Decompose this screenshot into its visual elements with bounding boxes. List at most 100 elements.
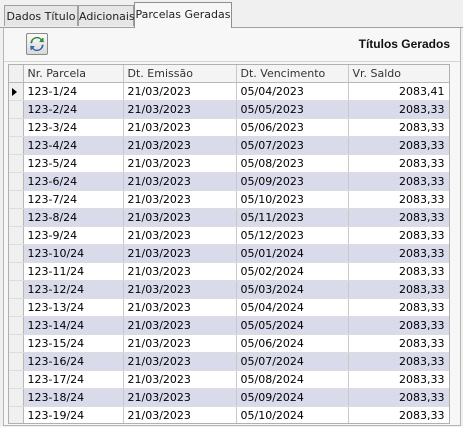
column-header-dt-vencimento[interactable]: Dt. Vencimento bbox=[236, 65, 349, 83]
cell-dt-emissao: 21/03/2023 bbox=[123, 244, 237, 263]
column-header-vr-saldo[interactable]: Vr. Saldo bbox=[348, 65, 449, 83]
table-row[interactable]: 123-12/24 21/03/2023 05/03/2024 2083,33 bbox=[9, 280, 449, 299]
cell-vr-saldo: 2083,33 bbox=[348, 190, 449, 209]
cell-dt-emissao: 21/03/2023 bbox=[123, 262, 237, 281]
cell-nr-parcela: 123-1/24 bbox=[23, 82, 124, 101]
row-indicator bbox=[9, 154, 24, 173]
table-row[interactable]: 123-11/24 21/03/2023 05/02/2024 2083,33 bbox=[9, 262, 449, 281]
cell-dt-emissao: 21/03/2023 bbox=[123, 82, 237, 101]
cell-dt-vencimento: 05/12/2023 bbox=[236, 226, 349, 245]
cell-vr-saldo: 2083,33 bbox=[348, 316, 449, 335]
table-row[interactable]: 123-5/24 21/03/2023 05/08/2023 2083,33 bbox=[9, 154, 449, 173]
table-row[interactable]: 123-7/24 21/03/2023 05/10/2023 2083,33 bbox=[9, 190, 449, 209]
tab-bar: Dados Título Adicionais Parcelas Geradas bbox=[0, 0, 463, 28]
table-row[interactable]: 123-3/24 21/03/2023 05/06/2023 2083,33 bbox=[9, 118, 449, 137]
row-indicator bbox=[9, 280, 24, 299]
cell-dt-emissao: 21/03/2023 bbox=[123, 370, 237, 389]
cell-vr-saldo: 2083,33 bbox=[348, 406, 449, 423]
row-indicator bbox=[9, 208, 24, 227]
row-indicator bbox=[9, 172, 24, 191]
cell-dt-vencimento: 05/09/2023 bbox=[236, 172, 349, 191]
column-header-nr-parcela[interactable]: Nr. Parcela bbox=[23, 65, 124, 83]
cell-nr-parcela: 123-8/24 bbox=[23, 208, 124, 227]
table-row[interactable]: 123-1/24 21/03/2023 05/04/2023 2083,41 bbox=[9, 82, 449, 101]
cell-nr-parcela: 123-3/24 bbox=[23, 118, 124, 137]
table-row[interactable]: 123-6/24 21/03/2023 05/09/2023 2083,33 bbox=[9, 172, 449, 191]
cell-dt-vencimento: 05/04/2024 bbox=[236, 298, 349, 317]
cell-dt-emissao: 21/03/2023 bbox=[123, 190, 237, 209]
cell-vr-saldo: 2083,33 bbox=[348, 154, 449, 173]
parcelas-table: Nr. Parcela Dt. Emissão Dt. Vencimento V… bbox=[9, 65, 449, 423]
tab-adicionais[interactable]: Adicionais bbox=[78, 5, 135, 26]
table-row[interactable]: 123-18/24 21/03/2023 05/09/2024 2083,33 bbox=[9, 388, 449, 407]
cell-dt-emissao: 21/03/2023 bbox=[123, 100, 237, 119]
refresh-icon bbox=[30, 37, 44, 51]
cell-dt-vencimento: 05/04/2023 bbox=[236, 82, 349, 101]
cell-dt-vencimento: 05/07/2023 bbox=[236, 136, 349, 155]
column-header-dt-emissao[interactable]: Dt. Emissão bbox=[123, 65, 237, 83]
cell-vr-saldo: 2083,33 bbox=[348, 334, 449, 353]
cell-vr-saldo: 2083,33 bbox=[348, 208, 449, 227]
table-row[interactable]: 123-16/24 21/03/2023 05/07/2024 2083,33 bbox=[9, 352, 449, 371]
cell-dt-vencimento: 05/01/2024 bbox=[236, 244, 349, 263]
parcelas-grid[interactable]: Nr. Parcela Dt. Emissão Dt. Vencimento V… bbox=[8, 64, 450, 424]
cell-vr-saldo: 2083,33 bbox=[348, 298, 449, 317]
cell-nr-parcela: 123-14/24 bbox=[23, 316, 124, 335]
table-row[interactable]: 123-14/24 21/03/2023 05/05/2024 2083,33 bbox=[9, 316, 449, 335]
row-indicator bbox=[9, 316, 24, 335]
tab-parcelas-geradas[interactable]: Parcelas Geradas bbox=[134, 2, 232, 28]
cell-dt-emissao: 21/03/2023 bbox=[123, 406, 237, 423]
cell-dt-vencimento: 05/08/2023 bbox=[236, 154, 349, 173]
row-indicator bbox=[9, 406, 24, 423]
cell-dt-vencimento: 05/09/2024 bbox=[236, 388, 349, 407]
row-indicator bbox=[9, 244, 24, 263]
cell-dt-emissao: 21/03/2023 bbox=[123, 334, 237, 353]
cell-dt-emissao: 21/03/2023 bbox=[123, 298, 237, 317]
row-indicator bbox=[9, 262, 24, 281]
cell-dt-vencimento: 05/08/2024 bbox=[236, 370, 349, 389]
cell-dt-emissao: 21/03/2023 bbox=[123, 208, 237, 227]
cell-vr-saldo: 2083,33 bbox=[348, 172, 449, 191]
cell-nr-parcela: 123-13/24 bbox=[23, 298, 124, 317]
cell-dt-vencimento: 05/10/2023 bbox=[236, 190, 349, 209]
cell-nr-parcela: 123-6/24 bbox=[23, 172, 124, 191]
cell-dt-vencimento: 05/06/2024 bbox=[236, 334, 349, 353]
table-row[interactable]: 123-13/24 21/03/2023 05/04/2024 2083,33 bbox=[9, 298, 449, 317]
cell-nr-parcela: 123-15/24 bbox=[23, 334, 124, 353]
cell-dt-vencimento: 05/02/2024 bbox=[236, 262, 349, 281]
cell-vr-saldo: 2083,33 bbox=[348, 100, 449, 119]
cell-dt-emissao: 21/03/2023 bbox=[123, 154, 237, 173]
cell-vr-saldo: 2083,41 bbox=[348, 82, 449, 101]
row-indicator bbox=[9, 352, 24, 371]
table-row[interactable]: 123-19/24 21/03/2023 05/10/2024 2083,33 bbox=[9, 406, 449, 423]
cell-vr-saldo: 2083,33 bbox=[348, 226, 449, 245]
row-pointer-icon bbox=[12, 87, 17, 96]
cell-nr-parcela: 123-10/24 bbox=[23, 244, 124, 263]
cell-nr-parcela: 123-16/24 bbox=[23, 352, 124, 371]
table-row[interactable]: 123-2/24 21/03/2023 05/05/2023 2083,33 bbox=[9, 100, 449, 119]
cell-nr-parcela: 123-19/24 bbox=[23, 406, 124, 423]
table-row[interactable]: 123-10/24 21/03/2023 05/01/2024 2083,33 bbox=[9, 244, 449, 263]
table-row[interactable]: 123-17/24 21/03/2023 05/08/2024 2083,33 bbox=[9, 370, 449, 389]
cell-dt-vencimento: 05/10/2024 bbox=[236, 406, 349, 423]
cell-nr-parcela: 123-7/24 bbox=[23, 190, 124, 209]
tab-dados-titulo[interactable]: Dados Título bbox=[4, 5, 78, 26]
cell-vr-saldo: 2083,33 bbox=[348, 280, 449, 299]
table-row[interactable]: 123-4/24 21/03/2023 05/07/2023 2083,33 bbox=[9, 136, 449, 155]
refresh-button[interactable] bbox=[26, 33, 48, 55]
page-title: Títulos Gerados bbox=[358, 37, 450, 51]
table-row[interactable]: 123-8/24 21/03/2023 05/11/2023 2083,33 bbox=[9, 208, 449, 227]
table-row[interactable]: 123-15/24 21/03/2023 05/06/2024 2083,33 bbox=[9, 334, 449, 353]
row-indicator bbox=[9, 370, 24, 389]
table-row[interactable]: 123-9/24 21/03/2023 05/12/2023 2083,33 bbox=[9, 226, 449, 245]
row-indicator-header bbox=[9, 65, 24, 83]
row-indicator bbox=[9, 298, 24, 317]
cell-nr-parcela: 123-5/24 bbox=[23, 154, 124, 173]
cell-nr-parcela: 123-9/24 bbox=[23, 226, 124, 245]
cell-dt-vencimento: 05/06/2023 bbox=[236, 118, 349, 137]
cell-nr-parcela: 123-17/24 bbox=[23, 370, 124, 389]
row-indicator bbox=[9, 388, 24, 407]
cell-dt-emissao: 21/03/2023 bbox=[123, 280, 237, 299]
cell-vr-saldo: 2083,33 bbox=[348, 388, 449, 407]
row-indicator bbox=[9, 334, 24, 353]
